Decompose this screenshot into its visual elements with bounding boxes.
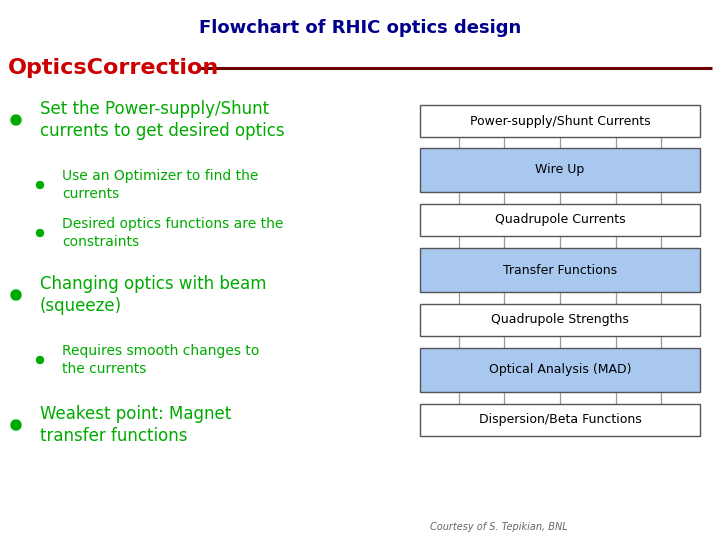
Text: Transfer Functions: Transfer Functions (503, 264, 617, 276)
Circle shape (11, 115, 21, 125)
Text: Courtesy of S. Tepikian, BNL: Courtesy of S. Tepikian, BNL (430, 522, 567, 532)
Circle shape (37, 356, 43, 363)
Circle shape (37, 181, 43, 188)
Text: Changing optics with beam
(squeeze): Changing optics with beam (squeeze) (40, 274, 266, 315)
Circle shape (11, 420, 21, 430)
FancyBboxPatch shape (420, 105, 700, 137)
Text: Quadrupole Currents: Quadrupole Currents (495, 213, 625, 226)
Text: Weakest point: Magnet
transfer functions: Weakest point: Magnet transfer functions (40, 404, 231, 445)
Text: Flowchart of RHIC optics design: Flowchart of RHIC optics design (199, 19, 521, 37)
Text: Desired optics functions are the
constraints: Desired optics functions are the constra… (62, 217, 284, 249)
FancyBboxPatch shape (420, 204, 700, 236)
Text: Use an Optimizer to find the
currents: Use an Optimizer to find the currents (62, 169, 258, 201)
FancyBboxPatch shape (420, 404, 700, 436)
Text: Requires smooth changes to
the currents: Requires smooth changes to the currents (62, 344, 259, 376)
Text: Dispersion/Beta Functions: Dispersion/Beta Functions (479, 414, 642, 427)
FancyBboxPatch shape (420, 148, 700, 192)
Text: Quadrupole Strengths: Quadrupole Strengths (491, 314, 629, 327)
FancyBboxPatch shape (420, 304, 700, 336)
Text: Wire Up: Wire Up (536, 164, 585, 177)
Text: Optical Analysis (MAD): Optical Analysis (MAD) (489, 363, 631, 376)
Text: OpticsCorrection: OpticsCorrection (8, 58, 220, 78)
Circle shape (37, 230, 43, 237)
Circle shape (11, 290, 21, 300)
Text: Power-supply/Shunt Currents: Power-supply/Shunt Currents (469, 114, 650, 127)
FancyBboxPatch shape (420, 348, 700, 392)
Text: Set the Power-supply/Shunt
currents to get desired optics: Set the Power-supply/Shunt currents to g… (40, 99, 284, 140)
FancyBboxPatch shape (420, 248, 700, 292)
